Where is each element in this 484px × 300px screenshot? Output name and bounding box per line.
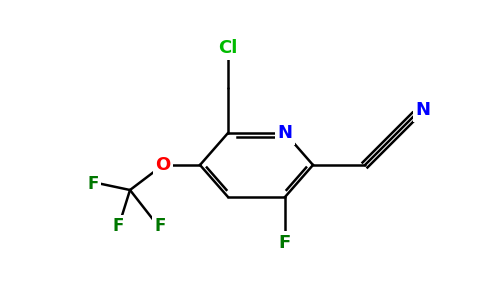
Text: O: O	[155, 156, 171, 174]
Text: F: F	[87, 175, 99, 193]
Text: N: N	[277, 124, 292, 142]
Text: F: F	[112, 217, 124, 235]
Text: F: F	[154, 217, 166, 235]
Text: N: N	[415, 101, 430, 119]
Text: Cl: Cl	[218, 39, 238, 57]
Text: F: F	[279, 234, 291, 252]
